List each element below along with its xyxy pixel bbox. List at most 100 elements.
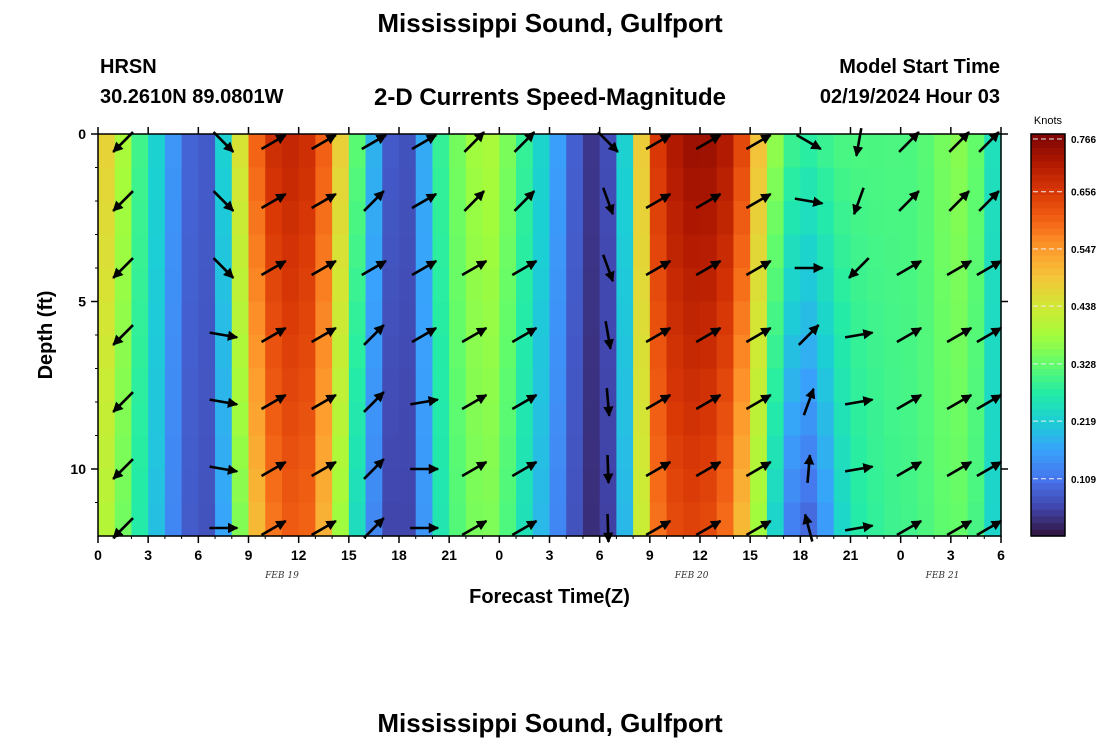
heatmap-cell: [281, 469, 300, 504]
heatmap-cell: [750, 335, 768, 370]
x-axis: 0 3 6 9 12 15 18 21 0 3 6 9 12 15 18 21 0 3 6 FEB 19 FEB 20 F…: [94, 127, 1005, 581]
heatmap-cell: [666, 335, 684, 370]
heatmap-cell: [465, 268, 484, 303]
heatmap-cell: [516, 234, 534, 269]
heatmap-cell: [231, 301, 250, 336]
current-vector-arrow: [797, 324, 820, 346]
current-vector-arrow: [946, 259, 973, 277]
heatmap-cell: [649, 435, 668, 470]
heatmap-cell: [248, 234, 266, 269]
heatmap-cell: [415, 201, 434, 236]
colorbar-segment: [1031, 187, 1065, 195]
heatmap-cell: [248, 402, 266, 437]
colorbar-segment: [1031, 234, 1065, 242]
heatmap-cell: [332, 167, 350, 202]
colorbar-segment: [1031, 341, 1065, 349]
heatmap-cell: [716, 201, 735, 236]
heatmap-cell: [833, 335, 852, 370]
heatmap-cell: [566, 134, 584, 169]
heatmap-cell: [516, 201, 534, 236]
colorbar-segment: [1031, 522, 1065, 530]
heatmap-cell: [382, 201, 400, 236]
heatmap-cell: [566, 268, 584, 303]
x-tick-label: 18: [793, 547, 809, 563]
heatmap-cell: [750, 167, 768, 202]
heatmap-cell: [348, 368, 367, 403]
colorbar-segment: [1031, 207, 1065, 215]
model-start-value: 02/19/2024 Hour 03: [819, 86, 1000, 108]
colorbar-tick-label: 0.219: [1071, 417, 1096, 428]
heatmap-cell: [700, 435, 718, 470]
colorbar-segment: [1031, 167, 1065, 175]
heatmap-cell: [783, 402, 801, 437]
heatmap-cell: [984, 335, 1002, 370]
heatmap-cell: [984, 469, 1002, 504]
heatmap-cell: [114, 368, 133, 403]
heatmap-cell: [666, 402, 684, 437]
heatmap-cell: [566, 167, 584, 202]
heatmap-cell: [867, 368, 885, 403]
current-vector-arrow: [803, 454, 815, 484]
heatmap-cell: [482, 268, 500, 303]
heatmap-cell: [98, 134, 116, 169]
heatmap-cell: [666, 201, 684, 236]
heatmap-cell: [733, 201, 751, 236]
heatmap-cell: [733, 469, 751, 504]
current-vector-arrow: [363, 324, 385, 346]
heatmap-cell: [198, 469, 216, 504]
current-vector-arrow: [513, 131, 536, 153]
heatmap-cell: [599, 435, 617, 470]
heatmap-cell: [399, 368, 417, 403]
heatmap-cell: [465, 234, 484, 269]
heatmap-cell: [164, 134, 183, 169]
heatmap-cell: [315, 368, 333, 403]
heatmap-cell: [399, 234, 417, 269]
colorbar-segment: [1031, 261, 1065, 269]
heatmap-cell: [666, 167, 684, 202]
heatmap-cell: [465, 368, 484, 403]
heatmap-cell: [449, 368, 467, 403]
heatmap-cell: [382, 268, 400, 303]
heatmap-cell: [783, 201, 801, 236]
heatmap-cell: [198, 167, 216, 202]
heatmap-cell: [181, 167, 199, 202]
heatmap-cell: [365, 435, 383, 470]
heatmap-cell: [549, 268, 567, 303]
heatmap-cell: [215, 402, 233, 437]
colorbar-segment: [1031, 415, 1065, 423]
heatmap-cell: [633, 469, 651, 504]
heatmap-cell: [833, 201, 852, 236]
heatmap-cell: [750, 435, 768, 470]
heatmap-cell: [616, 435, 634, 470]
current-vector-arrow: [511, 326, 538, 344]
heatmap-cell: [164, 402, 183, 437]
heatmap-cell: [733, 502, 751, 537]
current-vector-arrow: [212, 131, 235, 153]
current-vector-arrow: [363, 517, 385, 539]
heatmap-cell: [850, 335, 868, 370]
model-start-label: Model Start Time: [839, 56, 1000, 78]
heatmap-cell: [833, 502, 852, 537]
heatmap-cell: [616, 234, 634, 269]
current-vector-arrow: [976, 460, 1003, 478]
heatmap-cell: [131, 335, 149, 370]
heatmap-cell: [633, 335, 651, 370]
current-vector-arrow: [844, 522, 874, 533]
heatmap-cell: [465, 134, 484, 169]
heatmap-cell: [833, 368, 852, 403]
heatmap-cell: [766, 301, 785, 336]
heatmap-cell: [716, 268, 735, 303]
x-tick-label: 0: [897, 547, 905, 563]
colorbar-segment: [1031, 174, 1065, 182]
current-vector-arrow: [112, 517, 134, 539]
heatmap-cell: [566, 201, 584, 236]
heatmap-cell: [499, 402, 517, 437]
heatmap-cell: [449, 201, 467, 236]
heatmap-cell: [399, 435, 417, 470]
x-tick-label: 9: [646, 547, 654, 563]
heatmap-cell: [516, 134, 534, 169]
heatmap-cell: [850, 435, 868, 470]
heatmap-cell: [332, 134, 350, 169]
heatmap-cell: [482, 502, 500, 537]
heatmap-cell: [449, 167, 467, 202]
